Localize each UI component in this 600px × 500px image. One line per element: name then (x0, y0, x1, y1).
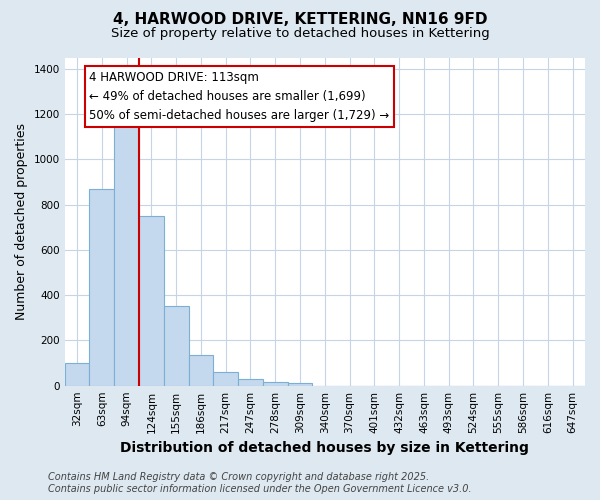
Bar (114, 123, 139, 386)
Y-axis label: Number of detached properties: Number of detached properties (15, 123, 28, 320)
Bar (188, 355, 214, 386)
X-axis label: Distribution of detached houses by size in Kettering: Distribution of detached houses by size … (121, 441, 529, 455)
Bar (263, 382, 287, 386)
Bar (139, 216, 164, 386)
Bar (287, 384, 313, 386)
Bar (65, 363, 89, 386)
Text: Size of property relative to detached houses in Kettering: Size of property relative to detached ho… (110, 28, 490, 40)
Bar (89, 189, 114, 386)
Text: Contains HM Land Registry data © Crown copyright and database right 2025.
Contai: Contains HM Land Registry data © Crown c… (48, 472, 472, 494)
Text: 4 HARWOOD DRIVE: 113sqm
← 49% of detached houses are smaller (1,699)
50% of semi: 4 HARWOOD DRIVE: 113sqm ← 49% of detache… (89, 71, 389, 122)
Text: 4, HARWOOD DRIVE, KETTERING, NN16 9FD: 4, HARWOOD DRIVE, KETTERING, NN16 9FD (113, 12, 487, 28)
Bar (238, 379, 263, 386)
Bar (214, 372, 238, 386)
Bar (164, 306, 188, 386)
